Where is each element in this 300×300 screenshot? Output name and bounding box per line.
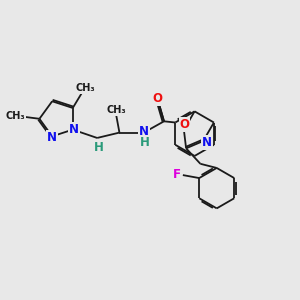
Text: H: H xyxy=(140,136,149,149)
Text: O: O xyxy=(152,92,163,105)
Text: CH₃: CH₃ xyxy=(6,111,26,121)
Text: N: N xyxy=(69,122,79,136)
Text: CH₃: CH₃ xyxy=(75,83,95,93)
Text: H: H xyxy=(94,141,103,154)
Text: N: N xyxy=(202,136,212,149)
Text: N: N xyxy=(46,131,57,144)
Text: O: O xyxy=(179,118,190,131)
Text: F: F xyxy=(173,168,181,181)
Text: N: N xyxy=(139,125,149,138)
Text: CH₃: CH₃ xyxy=(106,105,126,115)
